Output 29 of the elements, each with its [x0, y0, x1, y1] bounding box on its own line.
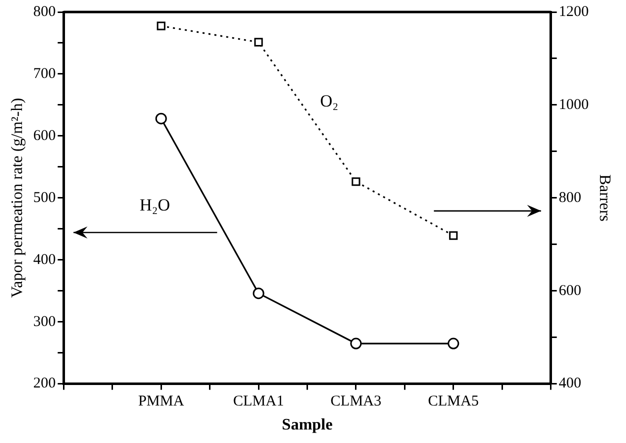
- point: [449, 231, 458, 240]
- series-label: H₂O: [140, 195, 170, 214]
- y-tick-label: 600: [33, 128, 56, 144]
- point: [155, 112, 167, 124]
- y-axis-title: Vapor permeation rate (g/m²-h): [8, 98, 26, 298]
- y-tick-label: 400: [33, 252, 56, 268]
- y2-tick-label: 1200: [558, 4, 589, 20]
- point: [252, 288, 264, 300]
- x-tick-label: PMMA: [138, 394, 184, 410]
- x-tick-label: CLMA1: [233, 394, 284, 410]
- y-tick-label: 800: [33, 4, 56, 20]
- y2-tick-label: 1000: [558, 96, 589, 113]
- x-tick-label: CLMA3: [330, 394, 382, 410]
- point: [350, 338, 362, 350]
- y2-tick-label: 400: [558, 376, 582, 392]
- y2-tick-label: 600: [558, 282, 582, 299]
- y-tick-label: 500: [33, 190, 56, 206]
- y-tick-label: 700: [33, 66, 56, 82]
- y-tick-label: 200: [33, 376, 56, 392]
- series-label: O₂: [320, 91, 338, 110]
- x-tick-label: CLMA5: [428, 394, 479, 410]
- point: [448, 338, 460, 350]
- point: [254, 38, 263, 46]
- point: [156, 22, 166, 30]
- y-tick-label: 300: [33, 314, 56, 330]
- y2-tick-label: 800: [558, 190, 582, 206]
- x-axis-title: Sample: [282, 416, 333, 434]
- y2-axis-title: Barrers: [596, 174, 614, 222]
- point: [352, 177, 360, 186]
